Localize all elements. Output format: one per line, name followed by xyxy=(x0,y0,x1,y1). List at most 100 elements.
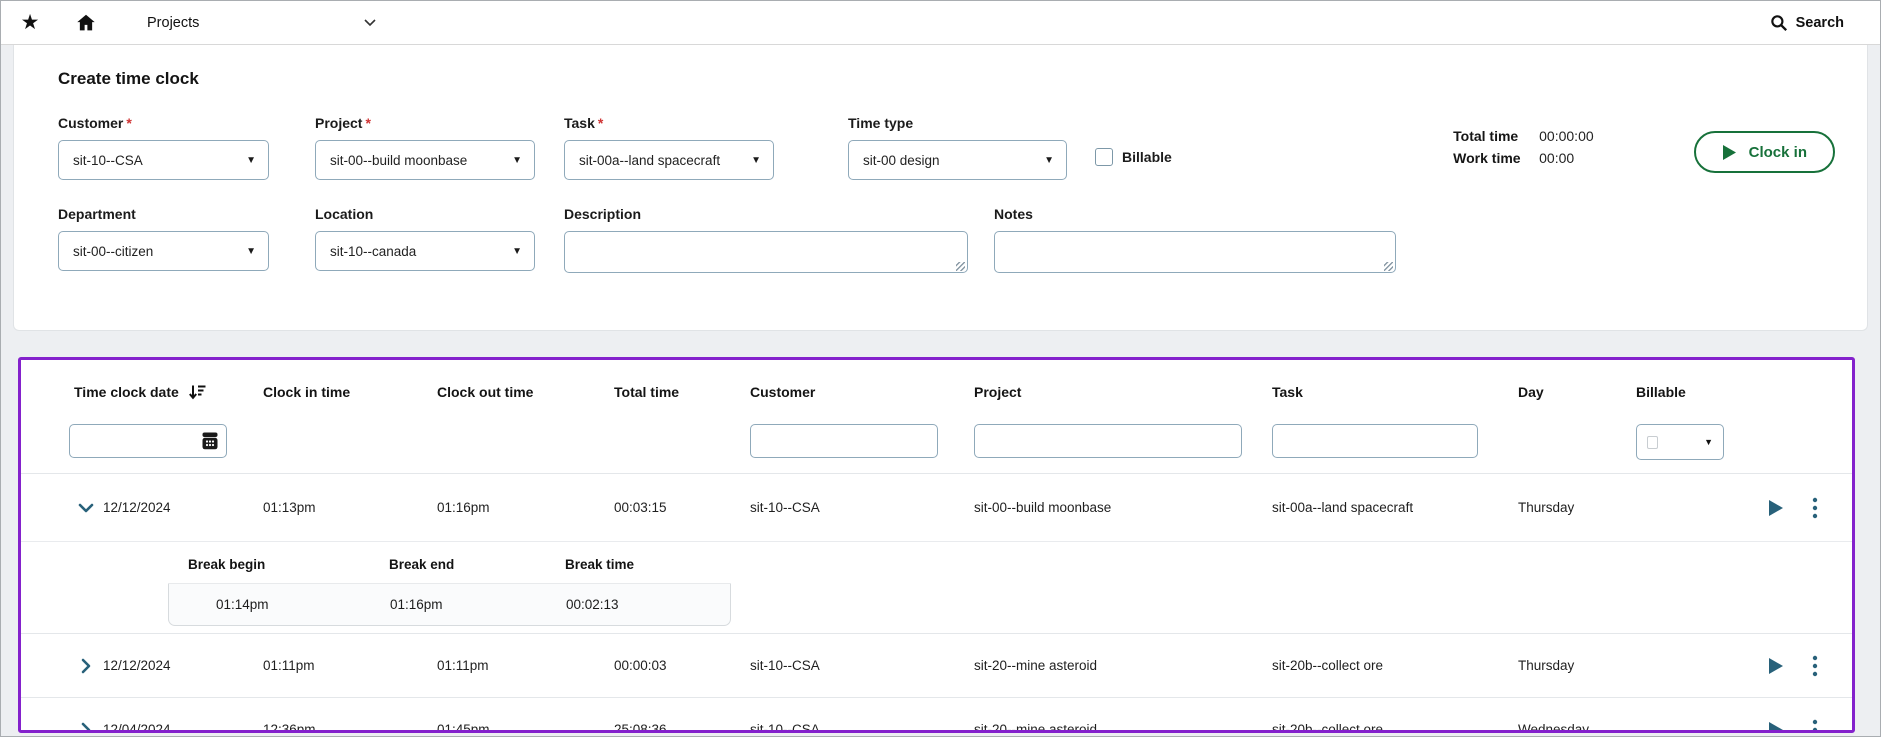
cell-customer: sit-10--CSA xyxy=(750,722,820,733)
time-type-field: Time type sit-00 design ▼ xyxy=(848,115,1067,180)
total-time-label: Total time xyxy=(1453,128,1519,144)
time-type-select[interactable]: sit-00 design ▼ xyxy=(848,140,1067,180)
column-header-customer[interactable]: Customer xyxy=(750,384,816,400)
project-filter-input[interactable] xyxy=(974,424,1242,458)
cell-project: sit-20--mine asteroid xyxy=(974,722,1098,733)
row-break-details: Break begin Break end Break time 01:14pm… xyxy=(21,542,1852,634)
customer-label: Customer xyxy=(58,115,124,131)
star-icon: ★ xyxy=(20,11,40,34)
break-time-header: Break time xyxy=(565,557,635,572)
time-summary-group: Total time 00:00:00 Work time 00:00 Cloc… xyxy=(1453,115,1835,173)
chevron-right-icon xyxy=(81,658,91,673)
column-header-task[interactable]: Task xyxy=(1272,384,1303,400)
cell-clock-in: 01:13pm xyxy=(263,500,316,515)
search-icon xyxy=(1770,14,1787,31)
location-select-value: sit-10--canada xyxy=(330,243,417,259)
customer-filter-input[interactable] xyxy=(750,424,938,458)
description-input[interactable] xyxy=(564,231,968,273)
play-row-button[interactable] xyxy=(1768,721,1784,730)
task-filter-input[interactable] xyxy=(1272,424,1478,458)
column-header-project[interactable]: Project xyxy=(974,384,1022,400)
dropdown-caret-icon: ▼ xyxy=(512,154,522,166)
required-marker: * xyxy=(126,115,132,131)
column-header-total[interactable]: Total time xyxy=(614,384,680,400)
search-button[interactable]: Search xyxy=(1770,14,1844,32)
project-label: Project xyxy=(315,115,363,131)
expand-row-button[interactable] xyxy=(73,717,99,730)
cell-task: sit-00a--land spacecraft xyxy=(1272,500,1414,515)
time-type-select-value: sit-00 design xyxy=(863,152,940,168)
column-header-day[interactable]: Day xyxy=(1518,384,1544,400)
project-select[interactable]: sit-00--build moonbase ▼ xyxy=(315,140,535,180)
cell-total: 00:00:03 xyxy=(614,658,667,673)
row-menu-button[interactable] xyxy=(1812,497,1818,519)
kebab-menu-icon xyxy=(1812,655,1818,676)
table-header-row: Time clock date Clock in time Clock out … xyxy=(21,360,1852,424)
time-type-label: Time type xyxy=(848,115,914,131)
row-menu-button[interactable] xyxy=(1812,719,1818,730)
cell-clock-in: 01:11pm xyxy=(263,658,315,673)
time-clock-table: Time clock date Clock in time Clock out … xyxy=(18,357,1855,733)
cell-date: 12/04/2024 xyxy=(103,722,171,733)
location-select[interactable]: sit-10--canada ▼ xyxy=(315,231,535,271)
column-header-clock-in[interactable]: Clock in time xyxy=(263,384,351,400)
date-filter xyxy=(69,424,227,458)
customer-select[interactable]: sit-10--CSA ▼ xyxy=(58,140,269,180)
customer-select-value: sit-10--CSA xyxy=(73,152,143,168)
department-select[interactable]: sit-00--citizen ▼ xyxy=(58,231,269,271)
kebab-menu-icon xyxy=(1812,719,1818,730)
notes-input[interactable] xyxy=(994,231,1396,273)
cell-total: 00:03:15 xyxy=(614,500,667,515)
required-marker: * xyxy=(365,115,371,131)
home-button[interactable] xyxy=(69,6,103,40)
work-time-label: Work time xyxy=(1453,150,1521,166)
module-nav-value: Projects xyxy=(147,14,200,31)
cell-project: sit-20--mine asteroid xyxy=(974,658,1098,673)
column-header-clock-out[interactable]: Clock out time xyxy=(437,384,534,400)
notes-label: Notes xyxy=(994,206,1033,222)
sort-descending-icon[interactable] xyxy=(188,384,206,400)
module-nav-select[interactable]: Projects xyxy=(145,11,379,35)
location-field: Location sit-10--canada ▼ xyxy=(315,206,535,271)
chevron-down-icon xyxy=(364,19,376,27)
clock-in-button[interactable]: Clock in xyxy=(1693,131,1835,173)
calendar-icon[interactable] xyxy=(200,431,220,451)
collapse-row-button[interactable] xyxy=(73,495,99,521)
date-filter-input[interactable] xyxy=(69,424,227,458)
billable-checkbox[interactable] xyxy=(1095,148,1113,166)
cell-day: Thursday xyxy=(1518,500,1575,515)
dropdown-caret-icon: ▼ xyxy=(1044,154,1054,166)
play-row-button[interactable] xyxy=(1768,499,1784,517)
work-time-value: 00:00 xyxy=(1539,150,1575,166)
home-icon xyxy=(77,14,95,30)
cell-clock-out: 01:16pm xyxy=(437,500,490,515)
task-select[interactable]: sit-00a--land spacecraft ▼ xyxy=(564,140,774,180)
table-row: 12/12/2024 01:11pm 01:11pm 00:00:03 sit-… xyxy=(21,634,1852,698)
play-icon xyxy=(1769,657,1783,674)
expand-row-button[interactable] xyxy=(73,653,99,679)
cell-customer: sit-10--CSA xyxy=(750,658,820,673)
break-table-row: 01:14pm 01:16pm 00:02:13 xyxy=(168,584,731,626)
billable-label: Billable xyxy=(1122,149,1172,165)
cell-task: sit-20b--collect ore xyxy=(1272,658,1384,673)
clock-in-label: Clock in xyxy=(1748,143,1807,161)
break-begin-header: Break begin xyxy=(188,557,266,572)
required-marker: * xyxy=(597,115,604,131)
kebab-menu-icon xyxy=(1812,497,1818,518)
cell-date: 12/12/2024 xyxy=(103,658,171,673)
dropdown-caret-icon: ▼ xyxy=(751,154,761,166)
column-header-billable[interactable]: Billable xyxy=(1636,384,1686,400)
billable-field: Billable xyxy=(1095,115,1172,166)
description-label: Description xyxy=(564,206,642,222)
top-navigation-bar: ★ Projects Search xyxy=(1,1,1880,45)
favorites-button[interactable]: ★ xyxy=(13,6,47,40)
column-header-date[interactable]: Time clock date xyxy=(61,384,263,400)
play-row-button[interactable] xyxy=(1768,657,1784,675)
row-menu-button[interactable] xyxy=(1812,655,1818,677)
break-table-header: Break begin Break end Break time xyxy=(168,546,731,584)
billable-filter-select[interactable]: ▼ xyxy=(1636,424,1724,460)
cell-clock-in: 12:36pm xyxy=(263,722,316,733)
search-label: Search xyxy=(1795,14,1844,31)
customer-field: Customer * sit-10--CSA ▼ xyxy=(58,115,269,180)
billable-filter-empty-option xyxy=(1647,435,1658,449)
